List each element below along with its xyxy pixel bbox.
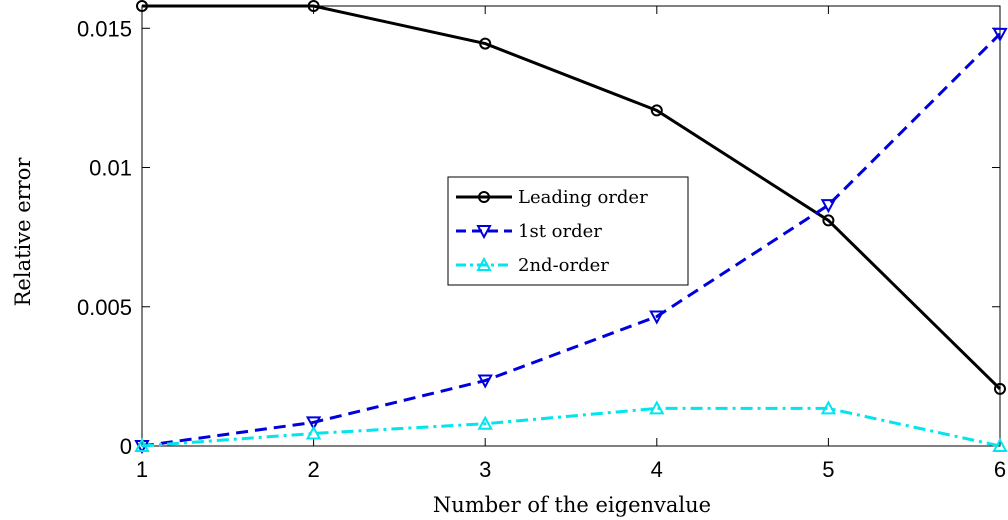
x-tick-label: 4 [651,457,663,482]
data-point [820,400,837,415]
legend-marker [476,225,492,240]
legend-entry: 2nd-order [456,255,609,276]
x-tick-label: 3 [479,457,491,482]
data-point [479,37,492,50]
plot-frame [141,5,1001,447]
data-point [650,104,663,117]
series-line [141,406,1001,448]
data-point [820,199,837,214]
x-tick-label: 2 [307,457,319,482]
data-point [994,382,1006,395]
series-line [142,4,1002,390]
series-line [141,32,1002,448]
series-leading-order [136,0,1006,395]
series-layer [134,0,1008,455]
data-point [992,27,1008,42]
legend: Leading order 1st order 2nd-order [447,176,689,286]
data-point [477,374,493,389]
data-point [649,400,665,415]
plot-area [141,5,1001,447]
data-point [992,437,1008,452]
legend-label: 1st order [518,221,602,242]
y-tick-label: 0.01 [89,156,132,181]
y-tick-label: 0 [120,434,132,459]
legend-marker [478,191,490,203]
legend-entry: 1st order [456,221,602,242]
x-tick-label: 1 [136,457,148,482]
data-point [307,0,320,12]
data-point [136,0,148,12]
y-tick-label: 0.005 [77,295,132,320]
data-point [649,310,665,325]
data-point [305,416,322,431]
data-point [134,437,150,452]
legend-marker [476,256,492,271]
series-2nd-order [134,400,1008,452]
data-point [305,425,322,440]
y-axis-label: Relative error [11,157,35,307]
y-axis-ticks: 0 0.005 0.01 0.015 [77,16,1000,459]
y-tick-label: 0.015 [77,16,132,41]
x-tick-label: 6 [994,457,1006,482]
legend-entry: Leading order [456,187,648,208]
data-point [822,214,835,227]
data-point [477,415,493,430]
x-tick-label: 5 [822,457,834,482]
x-axis-ticks: 1 2 3 4 5 6 [136,6,1006,482]
x-axis-label: Number of the eigenvalue [433,493,711,517]
legend-label: 2nd-order [518,255,609,276]
legend-label: Leading order [518,187,648,208]
